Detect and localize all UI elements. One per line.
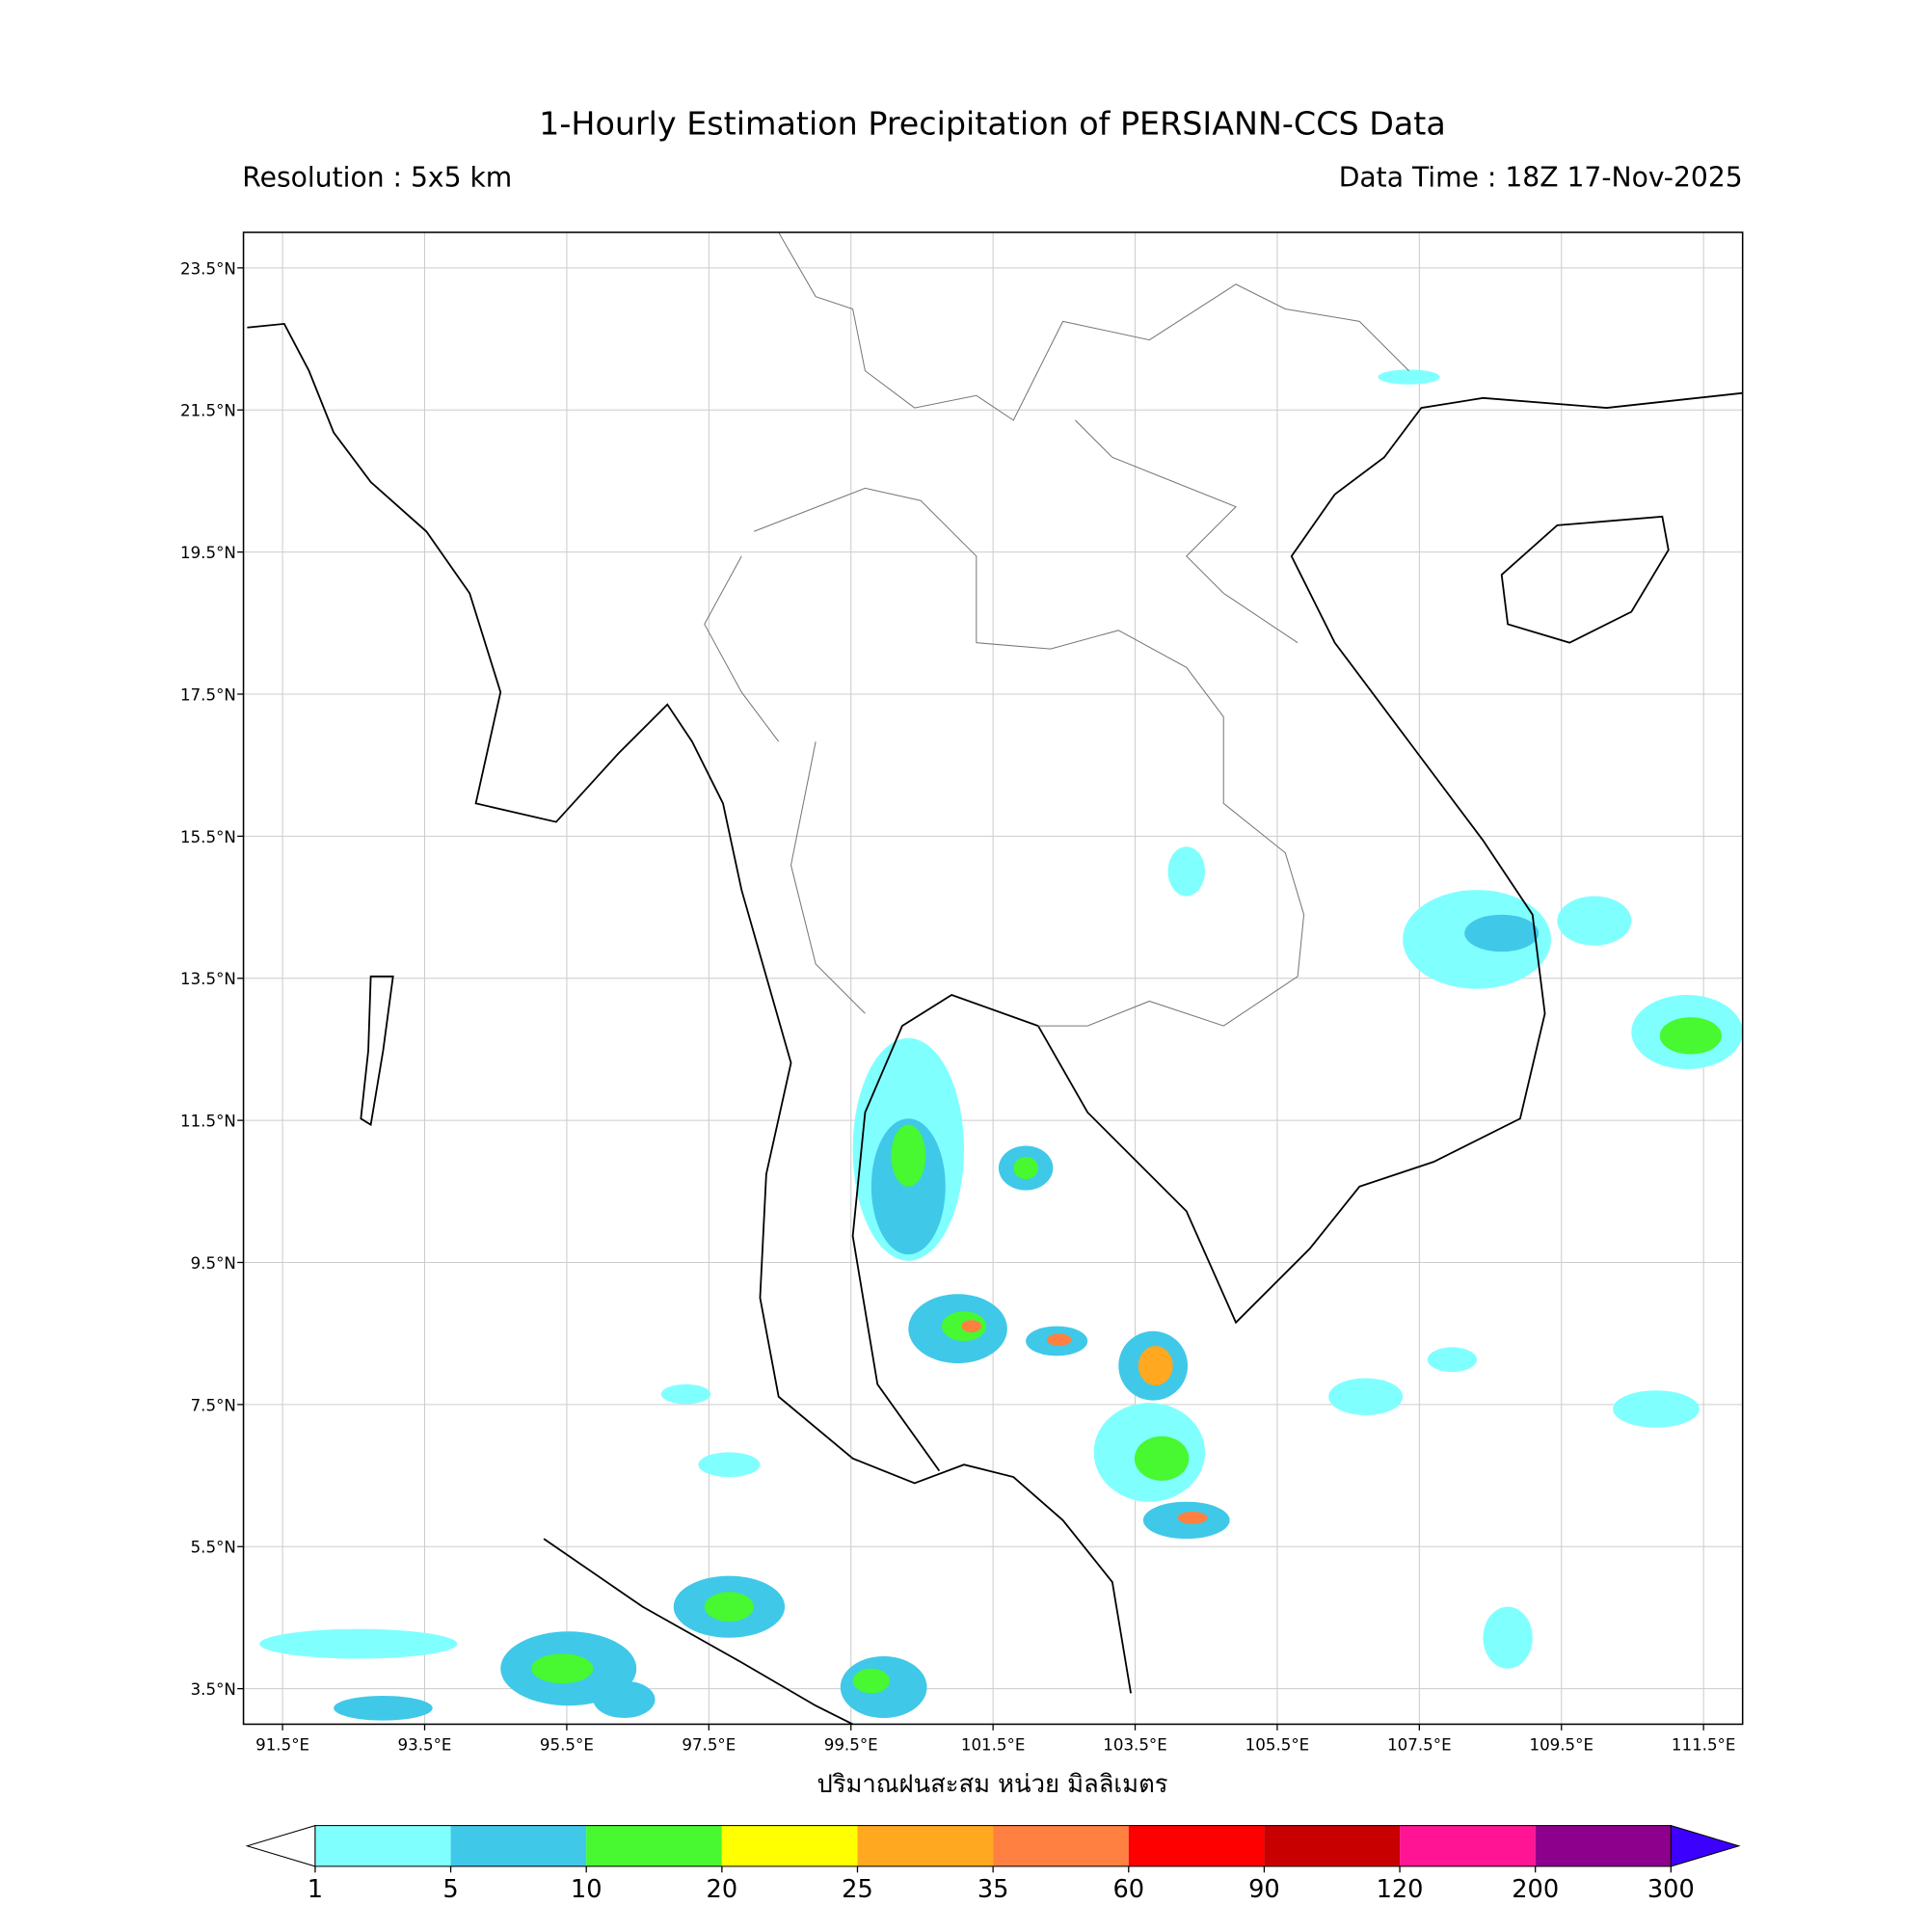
lon-tick-label: 91.5°E (255, 1735, 309, 1754)
lon-tick-label: 99.5°E (824, 1735, 878, 1754)
lat-tick-label: 3.5°N (191, 1680, 236, 1699)
colorbar-label: 60 (1112, 1875, 1144, 1904)
colorbar-swatch (1400, 1825, 1536, 1866)
colorbar-label: 90 (1248, 1875, 1280, 1904)
colorbar-label: 1 (308, 1875, 323, 1904)
colorbar-label: 35 (977, 1875, 1009, 1904)
data-time: Data Time : 18Z 17-Nov-2025 (1339, 162, 1743, 194)
lon-tick-label: 103.5°E (1103, 1735, 1167, 1754)
colorbar: 1 5 10 20 25 35 60 90 120 200 300 (245, 1824, 1741, 1904)
lat-tick-label: 15.5°N (180, 828, 236, 846)
colorbar-over (1670, 1824, 1741, 1867)
colorbar-label: 10 (571, 1875, 602, 1904)
lat-tick-label: 11.5°N (180, 1113, 236, 1131)
coastline (543, 1538, 854, 1725)
lon-tick-label: 105.5°E (1245, 1735, 1310, 1754)
colorbar-swatch (586, 1825, 722, 1866)
lat-tick-label: 9.5°N (191, 1254, 236, 1273)
border (778, 232, 1409, 644)
lon-tick-label: 109.5°E (1529, 1735, 1593, 1754)
title: 1-Hourly Estimation Precipitation of PER… (539, 105, 1446, 143)
colorbar-swatch (450, 1825, 587, 1866)
lon-tick-label: 95.5°E (540, 1735, 594, 1754)
resolution: Resolution : 5x5 km (242, 162, 512, 194)
lat-tick-label: 7.5°N (191, 1396, 236, 1414)
colorbar-swatch (857, 1825, 994, 1866)
rain (259, 369, 1743, 1721)
colorbar-swatch (1535, 1825, 1672, 1866)
coastline (1500, 515, 1670, 644)
colorbar-swatch (1264, 1825, 1401, 1866)
lat-tick-label: 23.5°N (180, 259, 236, 278)
lat-tick-label: 17.5°N (180, 685, 236, 704)
coastline (247, 322, 1132, 1694)
lat-tick-label: 19.5°N (180, 544, 236, 562)
lat-tick-label: 5.5°N (191, 1539, 236, 1557)
coastline (851, 391, 1743, 1472)
colorbar-label: 25 (842, 1875, 873, 1904)
colorbar-swatch (721, 1825, 858, 1866)
colorbar-label: 20 (707, 1875, 738, 1904)
map-layer (247, 232, 1743, 1725)
colorbar-label: 300 (1647, 1875, 1695, 1904)
x-label: ปริมาณฝนสะสม หน่วย มิลลิเมตร (817, 1770, 1167, 1799)
lon-tick-label: 97.5°E (682, 1735, 736, 1754)
lon-tick-label: 107.5°E (1387, 1735, 1452, 1754)
grid (243, 232, 1743, 1725)
colorbar-swatch (314, 1825, 451, 1866)
coastline (360, 975, 394, 1127)
lon-tick-label: 111.5°E (1672, 1735, 1736, 1754)
colorbar-swatch (1128, 1825, 1265, 1866)
colorbar-under (245, 1824, 316, 1867)
colorbar-swatch (993, 1825, 1129, 1866)
colorbar-label: 5 (442, 1875, 458, 1904)
lon-tick-label: 93.5°E (398, 1735, 452, 1754)
colorbar-label: 200 (1512, 1875, 1559, 1904)
border (704, 487, 1305, 1027)
lon-tick-label: 101.5°E (961, 1735, 1026, 1754)
lat-tick-label: 13.5°N (180, 970, 236, 988)
lat-tick-label: 21.5°N (180, 402, 236, 420)
colorbar-label: 120 (1377, 1875, 1424, 1904)
